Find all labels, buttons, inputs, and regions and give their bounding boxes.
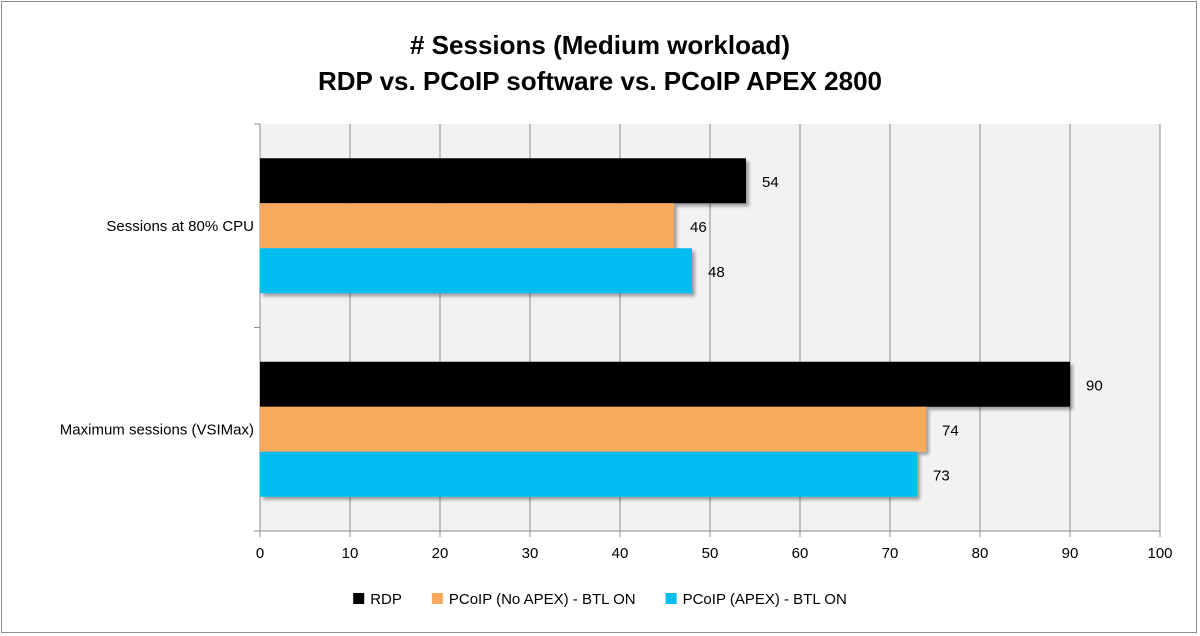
data-label: 90 (1086, 377, 1103, 394)
category-label: Maximum sessions (VSIMax) (60, 421, 254, 438)
x-tick-label: 100 (1147, 545, 1172, 562)
x-tick-label: 0 (256, 545, 264, 562)
x-tick-label: 40 (612, 545, 629, 562)
data-label: 54 (762, 174, 779, 191)
legend-swatch (431, 593, 443, 604)
x-tick-label: 90 (1062, 545, 1079, 562)
data-label: 46 (690, 219, 707, 236)
legend-label: PCoIP (APEX) - BTL ON (683, 591, 847, 608)
category-label: Sessions at 80% CPU (106, 218, 254, 235)
data-label: 48 (708, 264, 725, 281)
legend-swatch (665, 593, 677, 604)
x-tick-label: 30 (522, 545, 539, 562)
x-tick-label: 60 (792, 545, 809, 562)
bar-pcoip-apex-btl-on (260, 451, 917, 497)
bar-pcoip-no-apex-btl-on (260, 406, 926, 452)
x-tick-label: 80 (972, 545, 989, 562)
x-tick-label: 50 (702, 545, 719, 562)
plot-area: 0 10 20 30 40 50 60 70 80 90 100 Sessions at 80% CP… (60, 123, 1173, 562)
bar-pcoip-no-apex-btl-on (260, 203, 674, 249)
bar-rdp (260, 361, 1070, 407)
bar-rdp (260, 158, 746, 204)
legend: RDP PCoIP (No APEX) - BTL ON PCoIP (APEX) … (353, 591, 847, 608)
chart-title: # Sessions (Medium workload) (410, 30, 790, 60)
data-label: 74 (942, 422, 959, 439)
legend-swatch (353, 593, 365, 604)
x-tick-label: 20 (432, 545, 449, 562)
chart-subtitle: RDP vs. PCoIP software vs. PCoIP APEX 28… (318, 66, 882, 96)
data-label: 73 (933, 467, 950, 484)
legend-label: PCoIP (No APEX) - BTL ON (449, 591, 636, 608)
x-tick-label: 70 (882, 545, 899, 562)
bar-pcoip-apex-btl-on (260, 248, 692, 294)
x-tick-label: 10 (342, 545, 359, 562)
legend-label: RDP (370, 591, 402, 608)
